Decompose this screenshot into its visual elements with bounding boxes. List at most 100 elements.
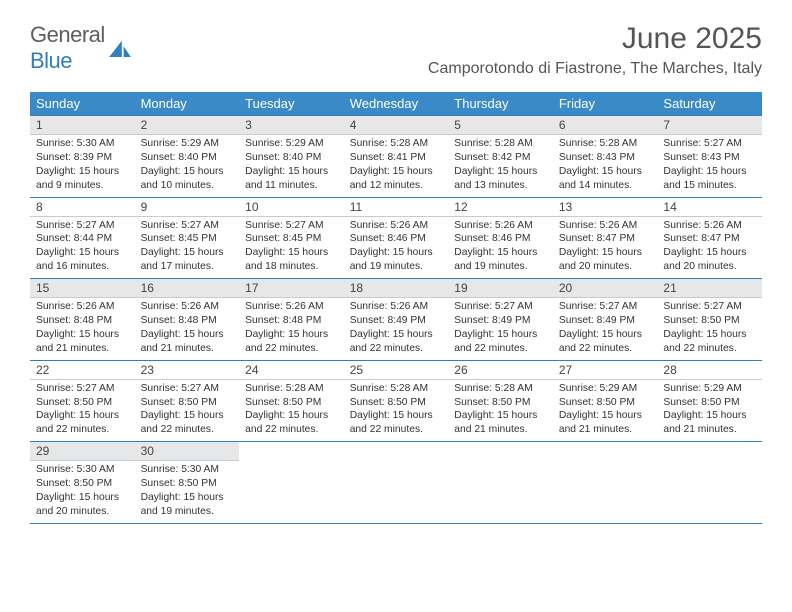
calendar-day: 13Sunrise: 5:26 AMSunset: 8:47 PMDayligh…: [553, 198, 658, 279]
day-line: Sunset: 8:49 PM: [454, 314, 547, 328]
day-details: Sunrise: 5:28 AMSunset: 8:50 PMDaylight:…: [448, 380, 553, 442]
calendar-day: 27Sunrise: 5:29 AMSunset: 8:50 PMDayligh…: [553, 361, 658, 442]
calendar-week: 29Sunrise: 5:30 AMSunset: 8:50 PMDayligh…: [30, 441, 762, 524]
day-line: Sunset: 8:47 PM: [559, 232, 652, 246]
day-line: Sunset: 8:50 PM: [454, 396, 547, 410]
day-line: and 9 minutes.: [36, 179, 129, 193]
calendar-day: 20Sunrise: 5:27 AMSunset: 8:49 PMDayligh…: [553, 279, 658, 360]
header: General Blue June 2025 Camporotondo di F…: [0, 0, 792, 84]
day-line: Sunrise: 5:28 AM: [559, 137, 652, 151]
day-line: Sunset: 8:43 PM: [663, 151, 756, 165]
calendar-day: 18Sunrise: 5:26 AMSunset: 8:49 PMDayligh…: [344, 279, 449, 360]
day-line: Sunset: 8:50 PM: [36, 396, 129, 410]
day-line: and 11 minutes.: [245, 179, 338, 193]
day-details: Sunrise: 5:26 AMSunset: 8:47 PMDaylight:…: [657, 217, 762, 279]
day-number: 5: [448, 116, 553, 135]
day-details: Sunrise: 5:29 AMSunset: 8:40 PMDaylight:…: [239, 135, 344, 197]
day-line: Daylight: 15 hours: [141, 165, 234, 179]
day-line: Daylight: 15 hours: [245, 246, 338, 260]
day-details: Sunrise: 5:26 AMSunset: 8:47 PMDaylight:…: [553, 217, 658, 279]
day-line: Daylight: 15 hours: [36, 491, 129, 505]
day-line: and 20 minutes.: [559, 260, 652, 274]
day-number: 9: [135, 198, 240, 217]
day-line: and 22 minutes.: [141, 423, 234, 437]
day-line: Daylight: 15 hours: [559, 165, 652, 179]
day-number: 19: [448, 279, 553, 298]
calendar-day: 6Sunrise: 5:28 AMSunset: 8:43 PMDaylight…: [553, 116, 658, 197]
day-line: and 20 minutes.: [36, 505, 129, 519]
day-details: Sunrise: 5:26 AMSunset: 8:46 PMDaylight:…: [448, 217, 553, 279]
day-number: 6: [553, 116, 658, 135]
day-line: Sunrise: 5:27 AM: [36, 382, 129, 396]
calendar-day: 24Sunrise: 5:28 AMSunset: 8:50 PMDayligh…: [239, 361, 344, 442]
day-line: Sunset: 8:50 PM: [36, 477, 129, 491]
calendar-day: 3Sunrise: 5:29 AMSunset: 8:40 PMDaylight…: [239, 116, 344, 197]
day-line: and 16 minutes.: [36, 260, 129, 274]
day-line: Daylight: 15 hours: [663, 165, 756, 179]
day-line: Sunset: 8:44 PM: [36, 232, 129, 246]
day-line: Sunrise: 5:26 AM: [36, 300, 129, 314]
day-line: Sunset: 8:40 PM: [141, 151, 234, 165]
day-details: Sunrise: 5:27 AMSunset: 8:43 PMDaylight:…: [657, 135, 762, 197]
day-number: 16: [135, 279, 240, 298]
day-line: and 21 minutes.: [663, 423, 756, 437]
day-line: and 12 minutes.: [350, 179, 443, 193]
day-number: 21: [657, 279, 762, 298]
day-line: and 22 minutes.: [454, 342, 547, 356]
calendar-week: 8Sunrise: 5:27 AMSunset: 8:44 PMDaylight…: [30, 197, 762, 279]
calendar-day: 22Sunrise: 5:27 AMSunset: 8:50 PMDayligh…: [30, 361, 135, 442]
day-line: Sunrise: 5:28 AM: [454, 382, 547, 396]
day-line: Sunrise: 5:28 AM: [350, 382, 443, 396]
day-line: Sunrise: 5:26 AM: [141, 300, 234, 314]
day-line: Daylight: 15 hours: [663, 328, 756, 342]
calendar-day: 1Sunrise: 5:30 AMSunset: 8:39 PMDaylight…: [30, 116, 135, 197]
day-line: Sunrise: 5:27 AM: [36, 219, 129, 233]
day-line: Daylight: 15 hours: [454, 409, 547, 423]
day-line: and 13 minutes.: [454, 179, 547, 193]
day-line: Daylight: 15 hours: [141, 246, 234, 260]
calendar-day: 4Sunrise: 5:28 AMSunset: 8:41 PMDaylight…: [344, 116, 449, 197]
day-line: Daylight: 15 hours: [559, 246, 652, 260]
day-details: Sunrise: 5:27 AMSunset: 8:45 PMDaylight:…: [239, 217, 344, 279]
day-line: and 20 minutes.: [663, 260, 756, 274]
day-line: Sunset: 8:49 PM: [350, 314, 443, 328]
day-number: 7: [657, 116, 762, 135]
day-line: Sunset: 8:45 PM: [245, 232, 338, 246]
calendar-day: 10Sunrise: 5:27 AMSunset: 8:45 PMDayligh…: [239, 198, 344, 279]
day-line: Sunset: 8:42 PM: [454, 151, 547, 165]
day-line: Daylight: 15 hours: [245, 328, 338, 342]
calendar-day: [657, 442, 762, 523]
day-line: Sunset: 8:39 PM: [36, 151, 129, 165]
calendar-day: 11Sunrise: 5:26 AMSunset: 8:46 PMDayligh…: [344, 198, 449, 279]
day-line: and 19 minutes.: [350, 260, 443, 274]
day-line: Sunrise: 5:30 AM: [36, 137, 129, 151]
weekday-header: Friday: [553, 92, 658, 115]
calendar-day: 17Sunrise: 5:26 AMSunset: 8:48 PMDayligh…: [239, 279, 344, 360]
day-line: and 22 minutes.: [559, 342, 652, 356]
day-line: Sunrise: 5:27 AM: [663, 137, 756, 151]
day-details: Sunrise: 5:29 AMSunset: 8:40 PMDaylight:…: [135, 135, 240, 197]
day-line: and 10 minutes.: [141, 179, 234, 193]
day-details: Sunrise: 5:26 AMSunset: 8:48 PMDaylight:…: [135, 298, 240, 360]
calendar-day: 15Sunrise: 5:26 AMSunset: 8:48 PMDayligh…: [30, 279, 135, 360]
day-line: and 21 minutes.: [141, 342, 234, 356]
day-line: Sunset: 8:46 PM: [454, 232, 547, 246]
day-line: Sunrise: 5:27 AM: [559, 300, 652, 314]
day-line: Sunset: 8:48 PM: [245, 314, 338, 328]
day-line: Daylight: 15 hours: [245, 409, 338, 423]
day-line: and 15 minutes.: [663, 179, 756, 193]
calendar-day: 9Sunrise: 5:27 AMSunset: 8:45 PMDaylight…: [135, 198, 240, 279]
day-number: 20: [553, 279, 658, 298]
day-line: Daylight: 15 hours: [245, 165, 338, 179]
day-line: Sunrise: 5:27 AM: [663, 300, 756, 314]
day-number: 4: [344, 116, 449, 135]
day-line: and 22 minutes.: [350, 423, 443, 437]
day-number: 22: [30, 361, 135, 380]
day-line: Sunrise: 5:28 AM: [454, 137, 547, 151]
day-line: Sunset: 8:48 PM: [141, 314, 234, 328]
calendar-day: 16Sunrise: 5:26 AMSunset: 8:48 PMDayligh…: [135, 279, 240, 360]
day-number: 10: [239, 198, 344, 217]
day-line: and 18 minutes.: [245, 260, 338, 274]
calendar-day: [448, 442, 553, 523]
day-line: and 17 minutes.: [141, 260, 234, 274]
